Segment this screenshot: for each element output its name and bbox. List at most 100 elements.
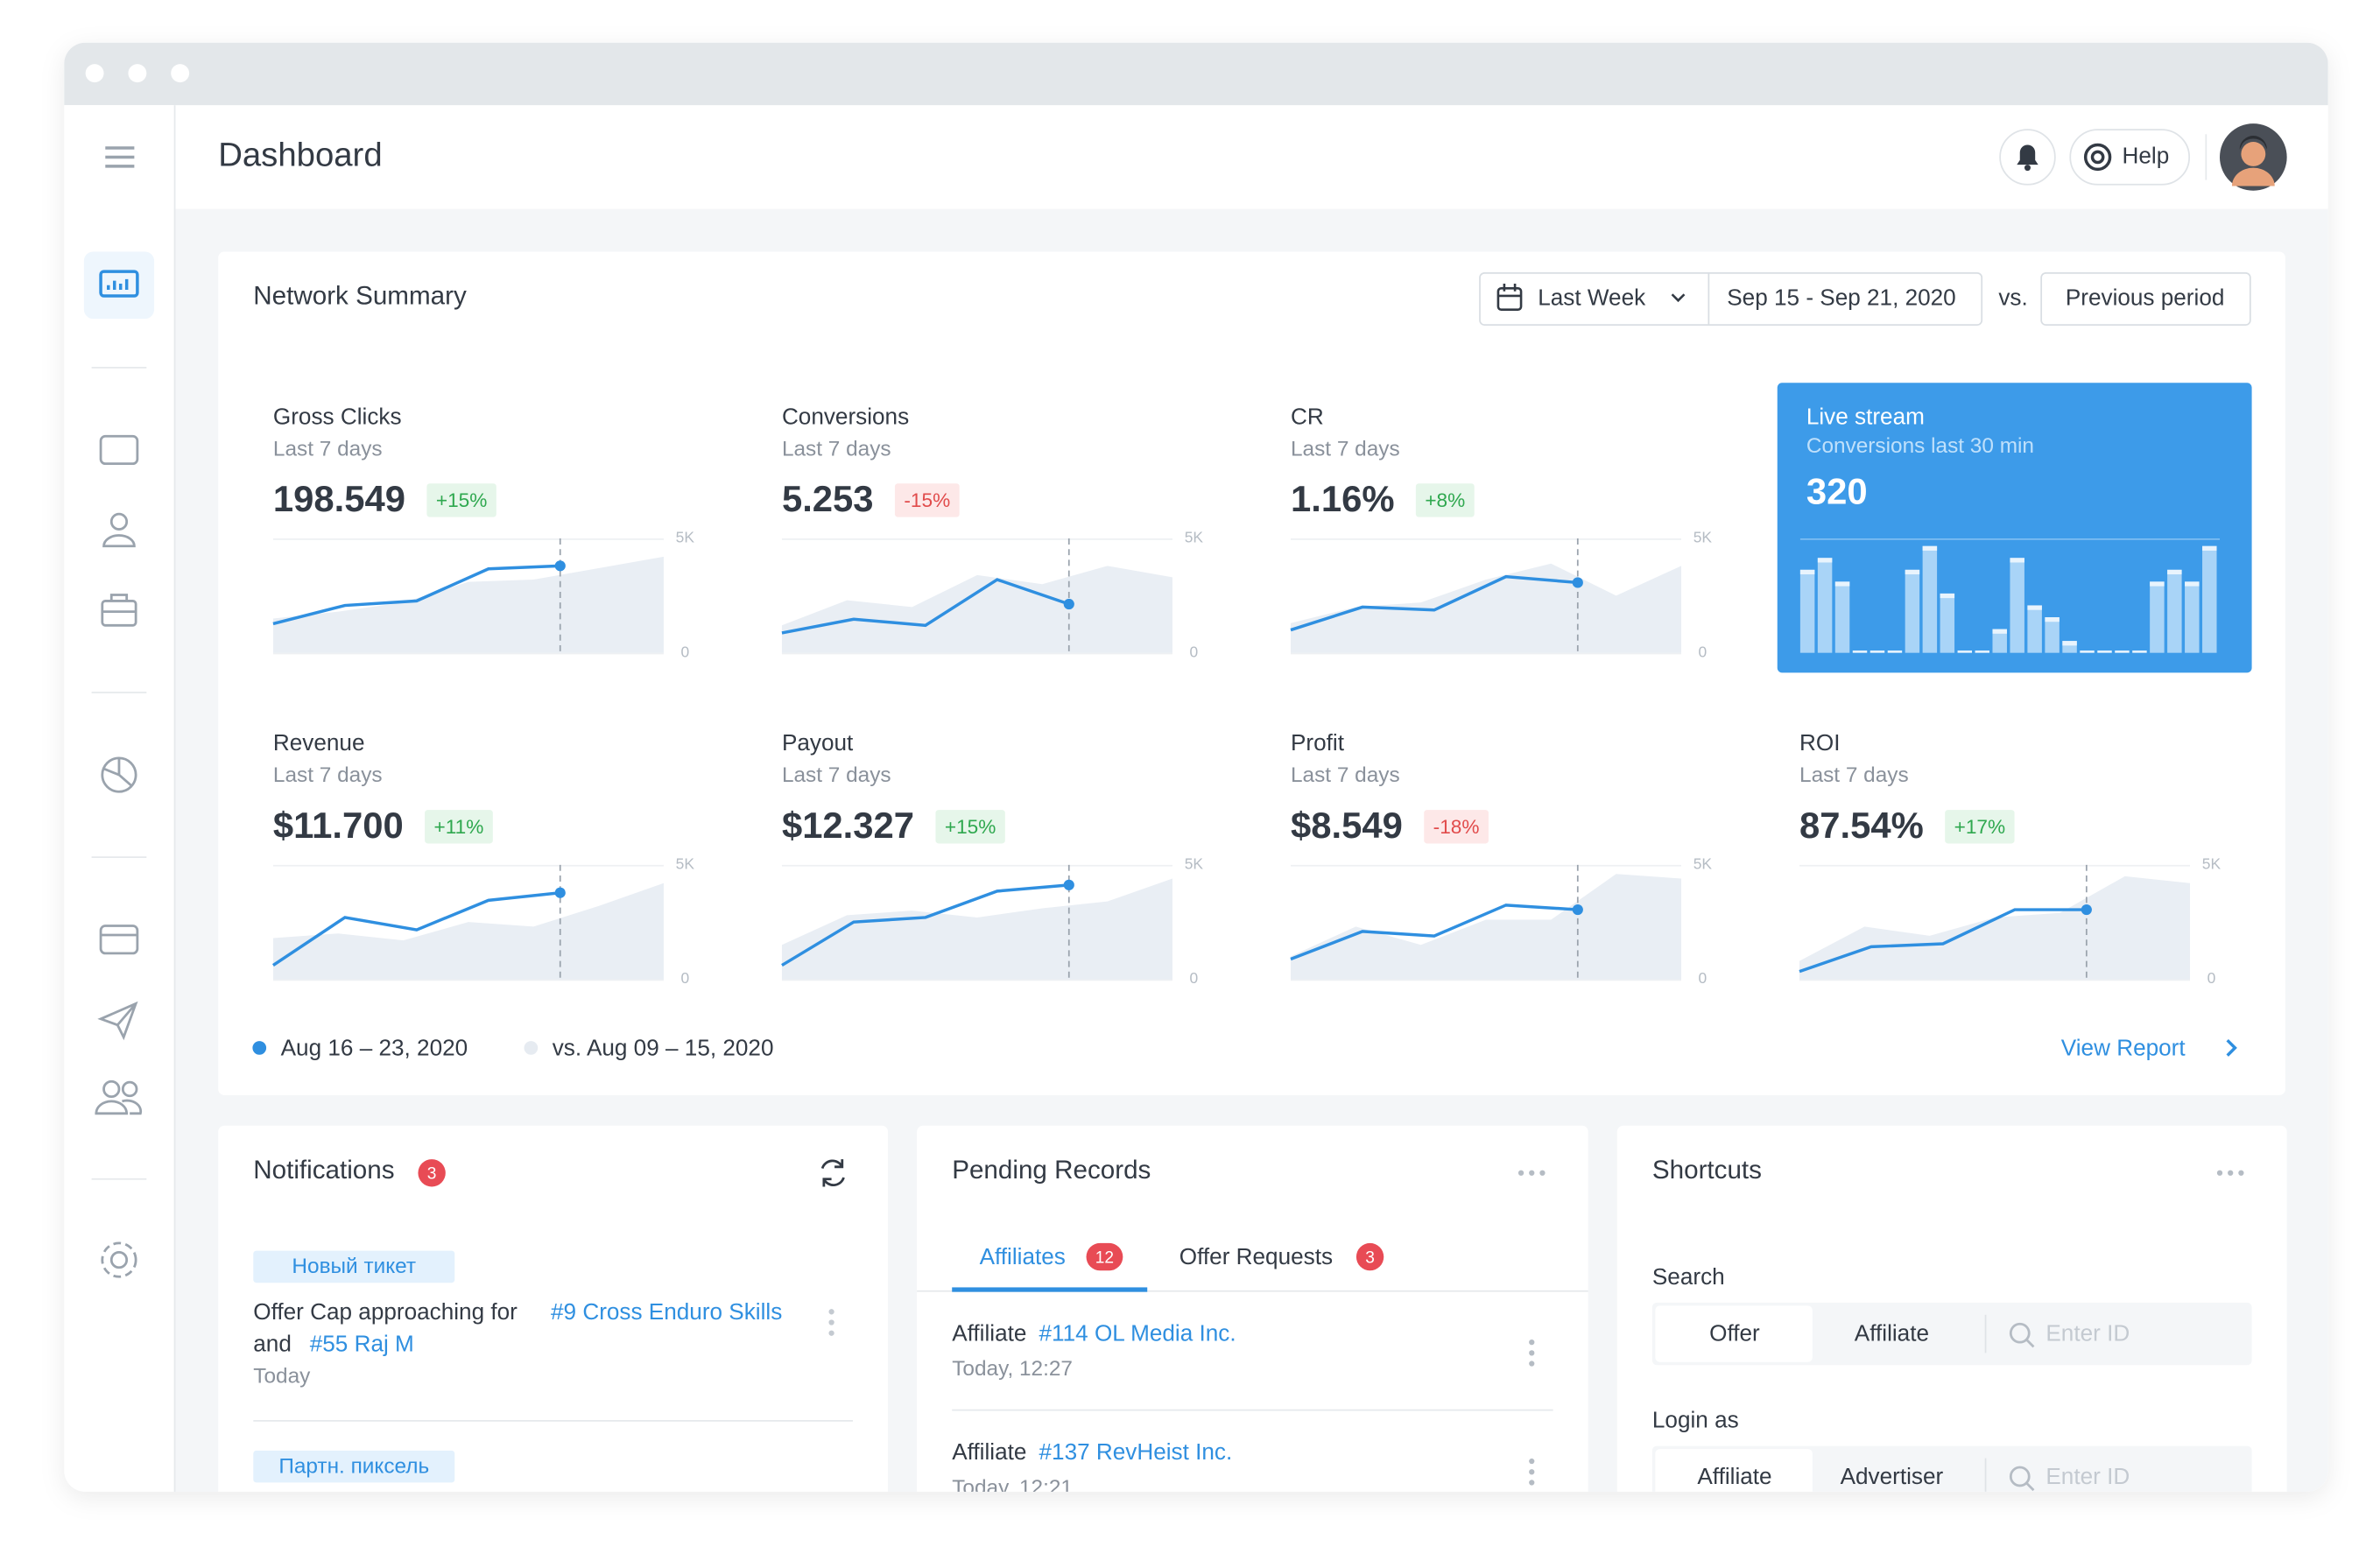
id-input[interactable]: Enter ID [2046, 1319, 2130, 1346]
metric-value: 87.54% [1799, 805, 1924, 846]
nav-affiliates[interactable] [102, 534, 136, 548]
metric-value: 198.549 [273, 478, 405, 519]
more-button[interactable] [2216, 1170, 2244, 1176]
period-select[interactable]: Last Week Sep 15 - Sep 21, 2020 [1479, 271, 1983, 326]
window-content: Dashboard Help [64, 42, 2328, 1500]
live-bar-cap [1852, 650, 1868, 653]
previous-area [1290, 874, 1681, 980]
kebab[interactable] [828, 1309, 834, 1336]
live-bar-cap [1957, 650, 1973, 653]
menu-button[interactable] [105, 146, 135, 168]
compare-select[interactable]: Previous period [2040, 271, 2251, 326]
tab-label[interactable]: Offer Requests [1179, 1243, 1333, 1269]
current-point [554, 560, 566, 572]
tab-label[interactable]: Affiliates [980, 1243, 1066, 1269]
current-point [554, 887, 566, 898]
card-title: Shortcuts [1652, 1156, 1762, 1185]
nav-affiliates[interactable] [109, 512, 129, 531]
nav-advertisers [102, 594, 137, 614]
current-line [1290, 904, 1578, 961]
delta-badge [935, 810, 1005, 844]
kebab[interactable] [1529, 1458, 1535, 1486]
nav-team [95, 1099, 143, 1115]
segment-option[interactable]: Advertiser [1841, 1463, 1944, 1489]
nav-billing[interactable] [99, 925, 139, 955]
notification-link[interactable]: #55 Raj M [310, 1331, 414, 1357]
help-label[interactable]: Help [2122, 142, 2169, 168]
segment-option[interactable]: Offer [1709, 1319, 1760, 1346]
more-button[interactable] [1517, 1170, 1546, 1176]
live-bar-cap [1922, 545, 1938, 551]
previous-area [1290, 563, 1681, 653]
live-bar-cap [2097, 650, 2112, 653]
live-bar [2045, 617, 2060, 653]
current-point [1063, 598, 1074, 610]
title-bar [64, 42, 2328, 106]
legend-current: Aug 16 – 23, 2020 [281, 1035, 468, 1061]
tag [253, 1250, 455, 1283]
y-tick-label: 5K [1693, 529, 1713, 546]
nav-icon [99, 270, 139, 298]
nav-offers[interactable] [99, 434, 139, 466]
delta: +17% [1954, 816, 2006, 838]
live-stream-card [1777, 383, 2252, 673]
nav-icon [107, 278, 129, 291]
shortcut-groups: Search Offer Affiliate Enter ID Login as Affi… [1651, 1263, 2252, 1492]
live-bar [1817, 558, 1833, 653]
notification-link[interactable]: #9 Cross Enduro Skills [551, 1298, 782, 1325]
y-tick-label: 5K [676, 529, 695, 546]
metric-subtitle: Last 7 days [1291, 763, 1400, 787]
live-bar [1992, 629, 2007, 653]
compare-label[interactable]: Previous period [2066, 284, 2225, 310]
record-link[interactable]: #114 OL Media Inc. [1039, 1319, 1236, 1346]
live-subtitle: Conversions last 30 min [1806, 434, 2034, 458]
current-line [271, 890, 560, 967]
date-range[interactable]: Sep 15 - Sep 21, 2020 [1727, 284, 1955, 310]
current-line [272, 564, 560, 626]
record-link[interactable]: #137 RevHeist Inc. [1039, 1438, 1233, 1465]
live-bar-cap [1905, 569, 1920, 575]
kebab[interactable] [1529, 1339, 1535, 1367]
count-badge [1355, 1242, 1384, 1271]
nav-advertisers[interactable] [101, 600, 137, 627]
search-icon [2009, 1322, 2031, 1344]
notification-text: and [253, 1331, 292, 1357]
live-bar [2010, 558, 2024, 653]
current-point [1063, 879, 1074, 890]
delta-badge [426, 483, 496, 517]
record-text: Affiliate [952, 1319, 1026, 1346]
nav-campaigns[interactable] [97, 1001, 138, 1041]
current-point [2081, 904, 2092, 916]
segment-option[interactable]: Affiliate [1855, 1319, 1929, 1346]
nav-team[interactable] [102, 1079, 121, 1099]
delta: +15% [436, 489, 488, 511]
y-tick-label: 5K [1185, 529, 1204, 546]
refresh-button[interactable] [820, 1159, 845, 1187]
active-tab-indicator [952, 1287, 1148, 1292]
nav-dashboard[interactable] [83, 251, 155, 320]
current-point [1572, 904, 1583, 916]
live-bar-cap [2010, 558, 2024, 563]
avatar[interactable] [2219, 123, 2287, 191]
nav-team [121, 1080, 138, 1098]
view-report-label[interactable]: View Report [2061, 1035, 2186, 1061]
live-bar-cap [1887, 650, 1903, 653]
delta: -15% [904, 489, 950, 511]
notification-text: Offer Cap approaching for [253, 1298, 518, 1325]
tag-label: Новый тикет [292, 1255, 416, 1278]
sidebar [64, 105, 174, 1492]
view-report[interactable]: View Report [2061, 1035, 2237, 1061]
id-input[interactable]: Enter ID [2046, 1463, 2130, 1489]
header [64, 105, 2328, 209]
metric-value: 1.16% [1291, 478, 1395, 519]
bell-button[interactable] [1999, 129, 2056, 186]
help-button[interactable]: Help [2069, 129, 2191, 186]
previous-area [272, 882, 664, 980]
tag-label: Партн. пиксель [278, 1454, 429, 1478]
period-label[interactable]: Last Week [1538, 284, 1646, 310]
previous-area [272, 556, 664, 653]
segment-option[interactable]: Affiliate [1697, 1463, 1771, 1489]
current-point [1572, 577, 1583, 588]
record-time: Today, 12:21 [952, 1476, 1073, 1500]
nav-settings[interactable] [109, 1250, 129, 1269]
